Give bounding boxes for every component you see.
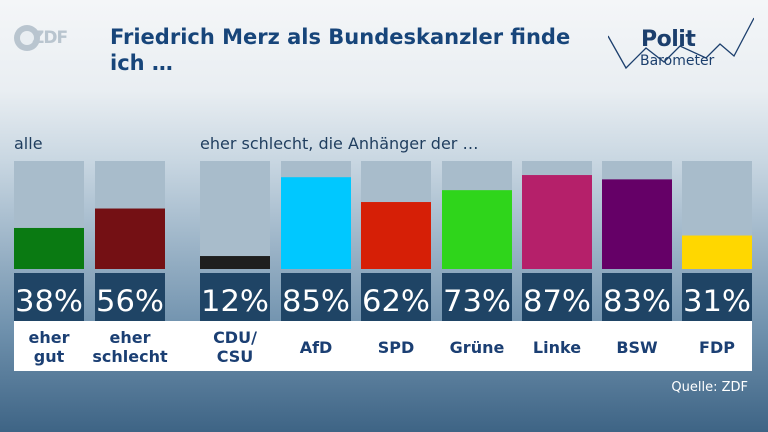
value-box-cdu-csu	[200, 273, 270, 321]
zdf-logo: ZDF	[14, 24, 68, 52]
value-box-spd	[361, 273, 431, 321]
value-label-eher-gut: 38%	[15, 284, 83, 318]
category-label-bsw: BSW	[616, 338, 658, 357]
value-box-fdp	[682, 273, 752, 321]
brand-line-2: Barometer	[640, 53, 715, 69]
zdf-logo-text: ZDF	[32, 28, 68, 48]
bar-linke	[522, 175, 592, 269]
category-label-eher-schlecht: eher schlecht	[92, 328, 168, 366]
bar-eher-schlecht	[95, 208, 165, 269]
value-label-eher-schlecht: 56%	[96, 284, 164, 318]
zdf-logo-icon	[14, 25, 40, 51]
category-label-grüne: Grüne	[449, 338, 505, 357]
value-box-bsw	[602, 273, 672, 321]
value-box-linke	[522, 273, 592, 321]
value-box-grüne	[442, 273, 512, 321]
group-label-parties: eher schlecht, die Anhänger der …	[200, 134, 479, 153]
category-label-linke: Linke	[532, 338, 582, 357]
bar-afd	[281, 177, 351, 269]
bar-track-cdu-csu	[200, 161, 270, 269]
value-box-afd	[281, 273, 351, 321]
bar-spd	[361, 202, 431, 269]
bar-grüne	[442, 190, 512, 269]
category-label-eher-gut: eher gut	[28, 328, 70, 366]
value-label-bsw: 83%	[603, 284, 671, 318]
value-label-linke: 87%	[523, 284, 591, 318]
brand-line-1: Polit	[641, 27, 696, 52]
politbarometer-logo: Polit Barometer	[608, 10, 754, 80]
value-box-eher-schlecht	[95, 273, 165, 321]
value-label-grüne: 73%	[443, 284, 511, 318]
bar-fdp	[682, 235, 752, 269]
category-label-band	[14, 321, 752, 371]
value-box-eher-gut	[14, 273, 84, 321]
category-label-cdu-csu: CDU/ CSU	[213, 328, 257, 366]
value-label-fdp: 31%	[683, 284, 751, 318]
value-label-spd: 62%	[362, 284, 430, 318]
category-label-afd: AfD	[299, 338, 333, 357]
value-label-afd: 85%	[282, 284, 350, 318]
category-label-fdp: FDP	[699, 338, 735, 357]
group-label-all: alle	[14, 134, 43, 153]
source-note: Quelle: ZDF	[671, 380, 748, 395]
value-label-cdu-csu: 12%	[201, 284, 269, 318]
category-label-spd: SPD	[377, 338, 415, 357]
bar-cdu-csu	[200, 256, 270, 269]
chart-title: Friedrich Merz als Bundeskanzler finde i…	[110, 25, 571, 75]
politbarometer-line-icon	[608, 17, 754, 70]
bar-eher-gut	[14, 227, 84, 269]
bar-bsw	[602, 179, 672, 269]
